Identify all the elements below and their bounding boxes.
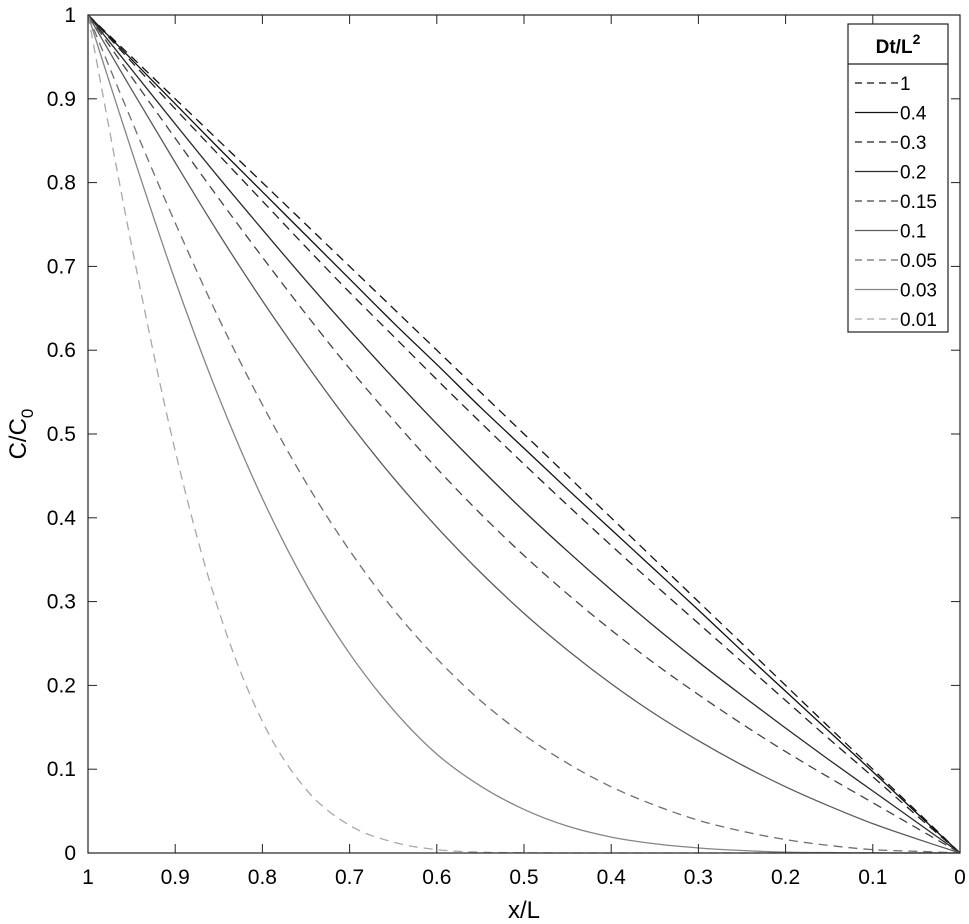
legend-entry-label: 0.03: [900, 281, 937, 302]
y-tick-label: 0.9: [47, 88, 76, 111]
series-line-0-2: [87, 14, 961, 854]
x-tick-labels: 1 0.9 0.8 0.7 0.6 0.5 0.4 0.3 0.2 0.1 0: [82, 866, 966, 889]
x-tick-label: 0: [954, 866, 966, 889]
plot-frame: [87, 14, 961, 854]
legend-entry-label: 0.2: [900, 163, 926, 184]
x-tick-label: 0.4: [597, 866, 627, 889]
series-line-0-03: [87, 14, 961, 854]
y-tick-label: 0.5: [47, 423, 76, 446]
series-line-1: [87, 14, 961, 854]
x-tick-label: 0.1: [858, 866, 887, 889]
legend-entry-label: 0.4: [900, 104, 927, 125]
y-tick-labels: 0 0.1 0.2 0.3 0.4 0.5 0.6 0.7 0.8 0.9 1: [47, 4, 77, 865]
series-line-0-1: [87, 14, 961, 854]
y-tick-label: 0.4: [47, 507, 77, 530]
y-tick-label: 0.6: [47, 339, 76, 362]
x-tick-label: 1: [82, 866, 94, 889]
x-tick-label: 0.5: [509, 866, 538, 889]
x-axis-label: x/L: [508, 897, 540, 924]
legend-entry-label: 0.3: [900, 133, 926, 154]
x-tick-label: 0.3: [684, 866, 713, 889]
x-tick-label: 0.7: [335, 866, 364, 889]
series-line-0-3: [87, 14, 961, 854]
legend-title-main: Dt/L: [876, 37, 913, 58]
y-tick-label: 1: [64, 4, 76, 27]
legend-entry-label: 0.01: [900, 310, 937, 331]
series-line-0-05: [87, 14, 961, 854]
legend-entries: 1 0.4 0.3 0.2 0.15 0.1 0.05 0.03 0.01: [855, 74, 937, 331]
series-lines: [87, 14, 961, 854]
legend: Dt/L2 1 0.4 0.3 0.2 0.15 0.1 0.05 0.03 0.01: [847, 23, 949, 333]
y-axis-label-subscript: 0: [18, 409, 37, 418]
y-axis-label-main: C/C: [5, 418, 32, 459]
y-tick-label: 0.2: [47, 674, 76, 697]
legend-title: Dt/L2: [876, 31, 921, 58]
legend-entry-label: 0.1: [900, 222, 926, 243]
y-tick-label: 0.7: [47, 255, 76, 278]
legend-entry-label: 0.15: [900, 192, 937, 213]
legend-entry-label: 1: [900, 74, 911, 95]
y-tick-label: 0.3: [47, 591, 76, 614]
series-line-0-4: [87, 14, 961, 854]
y-axis-label: C/C0: [5, 409, 37, 460]
legend-title-superscript: 2: [913, 31, 921, 47]
series-line-0-01: [87, 14, 960, 854]
y-tick-label: 0: [64, 842, 76, 865]
x-tick-label: 0.9: [161, 866, 190, 889]
x-tick-label: 0.2: [771, 866, 800, 889]
x-tick-label: 0.6: [422, 866, 451, 889]
y-tick-label: 0.8: [47, 172, 76, 195]
legend-box: [847, 23, 949, 333]
x-tick-label: 0.8: [248, 866, 277, 889]
y-tick-label: 0.1: [47, 758, 76, 781]
legend-entry-label: 0.05: [900, 251, 937, 272]
series-line-0-15: [87, 14, 961, 854]
